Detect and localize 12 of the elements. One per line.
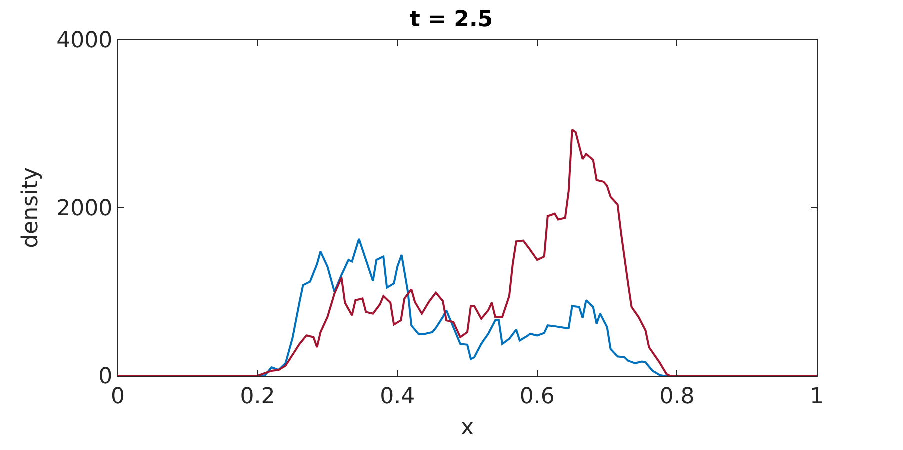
y-axis-title: density — [18, 168, 44, 248]
x-tick-label: 0.2 — [240, 384, 276, 410]
y-tick-label: 2000 — [56, 196, 113, 222]
line-series — [118, 128, 817, 376]
y-tick-label: 4000 — [56, 28, 113, 54]
y-tick-label: 0 — [98, 364, 113, 390]
x-tick-label: 1 — [810, 384, 824, 410]
chart-title: t = 2.5 — [410, 8, 494, 33]
x-axis-title: x — [460, 415, 474, 440]
x-tick-label: 0.6 — [520, 384, 555, 410]
x-tick-label: 0.8 — [660, 384, 695, 410]
x-tick-label: 0.4 — [380, 384, 416, 410]
